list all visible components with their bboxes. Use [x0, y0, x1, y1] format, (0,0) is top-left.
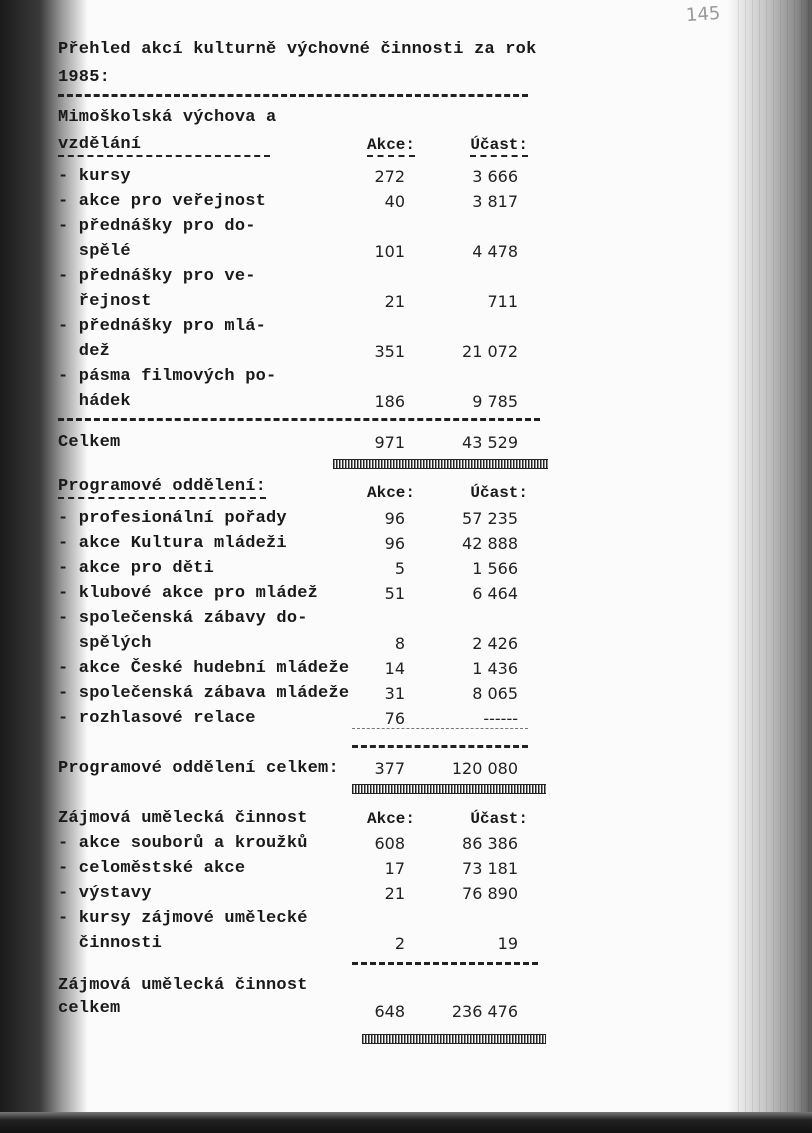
- document-title: Přehled akcí kulturně výchovné činnosti …: [58, 40, 537, 59]
- item-label: hádek: [58, 392, 131, 411]
- item-akce-value: 21: [384, 292, 405, 311]
- item-label: - společenská zábava mládeže: [58, 684, 350, 703]
- section-divider: [352, 962, 538, 965]
- total-double-underline: [333, 459, 548, 469]
- item-label: spělé: [58, 242, 131, 261]
- scan-bottom-edge: [0, 1112, 812, 1133]
- item-ucast-value: 711: [487, 292, 518, 311]
- item-akce-value: 51: [384, 584, 405, 603]
- item-label: - rozhlasové relace: [58, 709, 256, 728]
- item-label: - akce Kultura mládeži: [58, 534, 287, 553]
- section-total-akce: 648: [374, 1002, 405, 1021]
- item-label: - přednášky pro mlá-: [58, 317, 267, 336]
- item-akce-value: 8: [394, 634, 405, 653]
- item-ucast-value: 1 436: [472, 659, 518, 678]
- handwritten-page-number: 145: [685, 2, 722, 27]
- item-akce-value: 608: [374, 834, 405, 853]
- column-header-akce: Akce:: [366, 135, 415, 157]
- section-total-akce: 971: [374, 433, 405, 452]
- item-ucast-value: 73 181: [462, 859, 518, 878]
- item-label: řejnost: [58, 292, 152, 311]
- title-divider: [58, 94, 528, 97]
- item-label: - akce České hudební mládeže: [58, 659, 350, 678]
- item-ucast-value: 3 817: [472, 192, 518, 211]
- item-ucast-value: 2 426: [472, 634, 518, 653]
- section-total-label: Programové oddělení celkem:: [58, 759, 339, 778]
- section-total-label: celkem: [58, 999, 121, 1018]
- item-ucast-value: 3 666: [472, 167, 518, 186]
- item-akce-value: 96: [384, 534, 405, 553]
- column-header-ucast: Účast:: [470, 484, 528, 502]
- scan-right-edge-texture: [732, 0, 812, 1133]
- item-label: - přednášky pro do-: [58, 217, 256, 236]
- subtotal-dotted-line: [352, 728, 528, 729]
- item-ucast-value: 6 464: [472, 584, 518, 603]
- item-ucast-value: 86 386: [462, 834, 518, 853]
- item-label: - přednášky pro ve-: [58, 267, 256, 286]
- scan-right-edge-shadow: [727, 0, 812, 1133]
- item-ucast-value: 19: [497, 934, 518, 953]
- item-ucast-value: 8 065: [472, 684, 518, 703]
- item-label: - kursy: [58, 167, 131, 186]
- section-total-ucast: 43 529: [462, 433, 518, 452]
- item-ucast-value: 57 235: [462, 509, 518, 528]
- item-ucast-value: ------: [483, 709, 518, 728]
- item-akce-value: 14: [384, 659, 405, 678]
- column-header-akce: Akce:: [366, 810, 415, 828]
- column-header-ucast: Účast:: [470, 135, 528, 157]
- item-label: - pásma filmových po-: [58, 367, 277, 386]
- column-header-ucast: Účast:: [470, 810, 528, 828]
- section-total-ucast: 236 476: [451, 1002, 518, 1021]
- item-label: - výstavy: [58, 884, 152, 903]
- section-heading: vzdělání: [58, 135, 270, 157]
- item-label: - profesionální pořady: [58, 509, 287, 528]
- item-akce-value: 186: [374, 392, 405, 411]
- item-label: - společenská zábavy do-: [58, 609, 308, 628]
- item-label: - klubové akce pro mládež: [58, 584, 319, 603]
- item-akce-value: 21: [384, 884, 405, 903]
- item-ucast-value: 21 072: [462, 342, 518, 361]
- item-label: - kursy zájmové umělecké: [58, 909, 308, 928]
- item-label: spělých: [58, 634, 152, 653]
- item-label: - celoměstské akce: [58, 859, 246, 878]
- section-divider: [352, 745, 528, 748]
- item-ucast-value: 4 478: [472, 242, 518, 261]
- item-akce-value: 351: [374, 342, 405, 361]
- item-ucast-value: 42 888: [462, 534, 518, 553]
- item-akce-value: 76: [384, 709, 405, 728]
- section-heading: Zájmová umělecká činnost: [58, 809, 308, 828]
- section-heading: Programové oddělení:: [58, 477, 267, 499]
- section-total-ucast: 120 080: [451, 759, 518, 778]
- item-ucast-value: 76 890: [462, 884, 518, 903]
- item-akce-value: 101: [374, 242, 405, 261]
- item-akce-value: 96: [384, 509, 405, 528]
- item-akce-value: 2: [394, 934, 405, 953]
- item-akce-value: 31: [384, 684, 405, 703]
- item-akce-value: 5: [394, 559, 405, 578]
- section-total-akce: 377: [374, 759, 405, 778]
- total-double-underline: [352, 784, 546, 794]
- section-divider: [58, 418, 540, 421]
- item-ucast-value: 9 785: [472, 392, 518, 411]
- item-label: činnosti: [58, 934, 163, 953]
- column-header-akce: Akce:: [366, 484, 415, 502]
- item-label: - akce pro veřejnost: [58, 192, 267, 211]
- item-ucast-value: 1 566: [472, 559, 518, 578]
- section-total-label: Celkem: [58, 433, 121, 452]
- item-akce-value: 40: [384, 192, 405, 211]
- item-akce-value: 272: [374, 167, 405, 186]
- item-label: dež: [58, 342, 111, 361]
- item-akce-value: 17: [384, 859, 405, 878]
- scan-left-edge-shadow: [0, 0, 90, 1133]
- item-label: - akce souborů a kroužků: [58, 834, 308, 853]
- item-label: - akce pro děti: [58, 559, 215, 578]
- section-total-label: Zájmová umělecká činnost: [58, 976, 308, 995]
- document-title-year: 1985:: [58, 68, 111, 87]
- total-double-underline: [362, 1034, 546, 1044]
- section-heading: Mimoškolská výchova a: [58, 108, 277, 127]
